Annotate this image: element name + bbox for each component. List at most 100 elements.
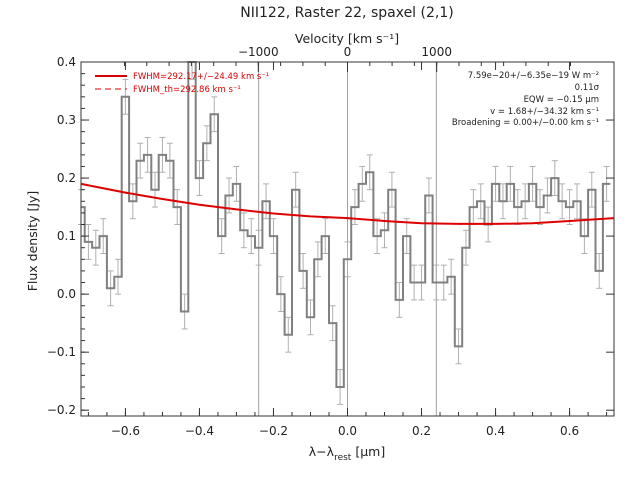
spectrum-point [235, 183, 238, 185]
x-tick-label: 0.2 [412, 424, 431, 438]
x-tick-label: −0.2 [259, 424, 288, 438]
spectrum-point [332, 322, 334, 324]
spectrum-point [502, 200, 504, 202]
annotation-velocity: v = 1.68+/−34.32 km s⁻¹ [490, 107, 599, 117]
spectrum-point [391, 189, 393, 191]
top-axis-label: Velocity [km s⁻¹] [295, 31, 399, 46]
spectrum-point [280, 293, 282, 295]
spectrum-point [369, 171, 371, 173]
spectrum-point [272, 235, 275, 237]
spectrum-point [517, 206, 519, 208]
axes: −0.6 −0.4 −0.2 0.0 0.2 0.4 0.6 −0.2 −0.1 0.0 0.1 0.… [47, 45, 614, 438]
plot-area [78, 61, 615, 416]
spectrum-point [206, 142, 208, 144]
y-tick-label: 0.0 [57, 287, 76, 301]
spectrum-point [576, 200, 578, 202]
spectrum-point [591, 189, 593, 191]
x-axis-label-sub: rest [334, 453, 352, 463]
spectrum-point [95, 247, 97, 249]
y-axis-label: Flux density [Jy] [25, 191, 40, 292]
spectrum-point [154, 189, 156, 191]
y-tick-label: 0.1 [57, 229, 76, 243]
spectrum-point [494, 183, 497, 185]
spectrum-point [309, 316, 312, 318]
spectrum-point [443, 281, 445, 284]
spectrum-point [539, 206, 541, 208]
spectrum-point [509, 183, 511, 185]
spectrum-point [354, 206, 356, 208]
spectrum-point [406, 235, 408, 237]
chart-title: NII122, Raster 22, spaxel (2,1) [240, 5, 453, 21]
y-tick-label: 0.3 [57, 113, 76, 127]
spectrum-point [398, 299, 400, 301]
spectrum-point [361, 183, 363, 185]
legend-label-fwhm-th: FWHM_th=292.86 km s⁻¹ [133, 85, 241, 95]
spectrum-point [420, 281, 423, 284]
spectrum-point [287, 334, 289, 336]
spectrum-point [110, 287, 112, 289]
spectrum-point [450, 276, 452, 278]
spectrum-point [428, 194, 430, 197]
spectrum-point [161, 154, 164, 156]
spectrum-point [413, 281, 415, 284]
spectrum-point [250, 235, 252, 237]
legend: FWHM=292.17+/−24.49 km s⁻¹ FWHM_th=292.8… [95, 72, 269, 95]
spectrum-point [184, 310, 186, 313]
spectrum-point [87, 241, 90, 243]
y-tick-label: 0.4 [57, 55, 76, 69]
annotation-sigma: 0.11σ [575, 83, 600, 93]
spectrum-point [124, 96, 127, 98]
y-tick-label: −0.2 [47, 403, 76, 417]
spectrum-point [243, 229, 245, 231]
spectrum-point [132, 200, 134, 202]
spectrum-point [147, 154, 149, 156]
spectrum-point [435, 281, 437, 284]
spectrum-point [568, 206, 571, 208]
spectrum-point [583, 235, 585, 237]
spectrum-point [221, 235, 223, 237]
spectrum-point [605, 183, 608, 185]
spectrum-point [346, 258, 349, 260]
x-tick-label: 0.0 [338, 424, 357, 438]
spectrum-point [383, 229, 386, 231]
fit-annotations: 7.59e−20+/−6.35e−19 W m⁻² 0.11σ EQW = −0… [452, 71, 600, 128]
spectrum-point [295, 189, 297, 191]
top-tick-label: 0 [344, 45, 352, 59]
annotation-eqw: EQW = −0.15 μm [524, 95, 599, 105]
x-axis-label-unit: [μm] [351, 444, 385, 459]
annotation-flux: 7.59e−20+/−6.35e−19 W m⁻² [468, 71, 599, 81]
spectrum-point [457, 345, 460, 347]
spectrum-point [524, 200, 526, 202]
annotation-broadening: Broadening = 0.00+/−0.00 km s⁻¹ [452, 118, 599, 128]
spectrum-point [324, 235, 326, 237]
x-tick-label: 0.4 [486, 424, 505, 438]
x-axis-label: λ−λrest [μm] [309, 444, 385, 463]
legend-label-fwhm: FWHM=292.17+/−24.49 km s⁻¹ [133, 72, 269, 82]
top-tick-label: −1000 [238, 45, 279, 59]
spectrum-point [480, 200, 482, 202]
spectrum-point [546, 194, 548, 197]
spectrum-point [465, 247, 467, 249]
x-tick-label: −0.6 [111, 424, 140, 438]
spectrum-point [317, 258, 319, 260]
y-tick-label: 0.2 [57, 171, 76, 185]
spectrum-point [258, 247, 260, 249]
x-tick-label: −0.4 [185, 424, 214, 438]
spectrum-point [213, 113, 215, 115]
y-tick-label: −0.1 [47, 345, 76, 359]
spectrum-point [228, 194, 230, 197]
x-axis-label-main: λ−λ [309, 444, 335, 459]
spectrum-point [376, 235, 378, 237]
spectrum-point [176, 206, 178, 208]
spectrum-point [598, 270, 600, 272]
spectrum-point [117, 276, 119, 278]
spectrum-point [472, 206, 474, 208]
spectrum-point [561, 200, 563, 202]
fit-curve [80, 182, 615, 225]
spectrum-point [554, 177, 556, 179]
spectrum-point [265, 200, 267, 202]
x-tick-label: 0.6 [560, 424, 579, 438]
spectrum-point [169, 160, 171, 162]
spectrum-point [302, 270, 304, 272]
